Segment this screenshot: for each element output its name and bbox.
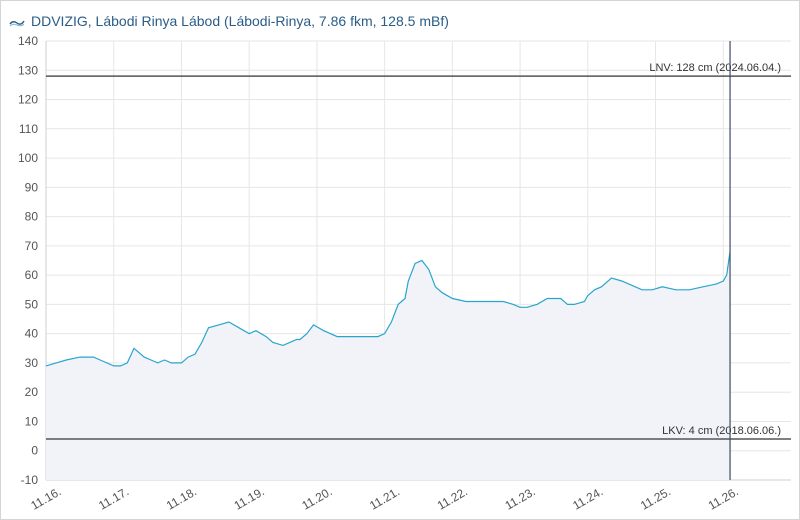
- series-line: [45, 251, 731, 367]
- x-tick-label: 11.25.: [638, 484, 673, 512]
- lnv-reference-label: LNV: 128 cm (2024.06.04.): [649, 62, 781, 74]
- y-tick-label: 120: [18, 93, 38, 107]
- y-tick-label: 90: [25, 180, 39, 194]
- y-tick-label: 10: [25, 414, 39, 428]
- y-tick-label: 100: [18, 151, 38, 165]
- y-tick-label: 0: [31, 444, 38, 458]
- x-tick-label: 11.21.: [367, 484, 402, 512]
- chart-title: DDVIZIG, Lábodi Rinya Lábod (Lábodi-Riny…: [31, 13, 449, 29]
- x-tick-label: 11.22.: [435, 484, 470, 512]
- lkv-reference-label: LKV: 4 cm (2018.06.06.): [662, 425, 781, 437]
- y-tick-label: 80: [25, 210, 39, 224]
- y-tick-label: 20: [25, 385, 39, 399]
- y-tick-label: 50: [25, 297, 39, 311]
- y-tick-label: 140: [18, 34, 38, 48]
- x-tick-label: 11.24.: [570, 484, 605, 512]
- x-tick-label: 11.16.: [28, 484, 63, 512]
- x-tick-label: 11.23.: [503, 484, 538, 512]
- x-tick-label: 11.18.: [164, 484, 199, 512]
- chart-header: DDVIZIG, Lábodi Rinya Lábod (Lábodi-Riny…: [9, 9, 449, 33]
- y-tick-label: -10: [21, 473, 39, 487]
- y-tick-label: 110: [19, 122, 38, 136]
- x-tick-label: 11.26.: [706, 484, 741, 512]
- y-tick-label: 40: [25, 327, 39, 341]
- x-tick-label: 11.17.: [96, 484, 131, 512]
- y-tick-label: 70: [25, 239, 39, 253]
- ddvizig-logo-icon: [9, 15, 25, 27]
- series-area: [46, 251, 730, 480]
- y-tick-label: 60: [25, 268, 39, 282]
- y-tick-label: 130: [18, 63, 38, 77]
- y-tick-label: 30: [25, 356, 39, 370]
- x-tick-label: 11.20.: [299, 484, 334, 512]
- x-tick-label: 11.19.: [232, 484, 267, 512]
